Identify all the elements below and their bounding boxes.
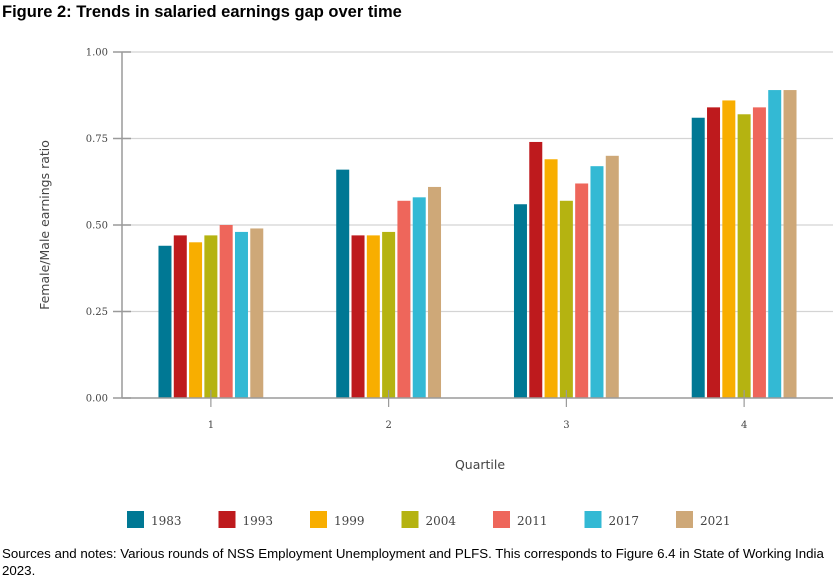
bar-2004-q1 [204, 235, 218, 398]
legend-swatch-2021 [676, 511, 693, 528]
bar-1983-q4 [691, 117, 705, 399]
y-axis-title: Female/Male earnings ratio [37, 140, 52, 310]
legend-swatch-2004 [401, 511, 419, 528]
bar-1983-q1 [158, 245, 172, 398]
y-tick-label: 0.25 [86, 307, 108, 318]
bar-2011-q3 [575, 183, 589, 398]
legend-label-1983: 1983 [151, 514, 182, 528]
x-tick-label: 2 [385, 420, 391, 431]
bar-1993-q2 [351, 235, 365, 398]
legend-label-2011: 2011 [517, 514, 548, 528]
x-tick-label: 1 [208, 420, 214, 431]
bar-1993-q3 [529, 141, 543, 398]
bar-1999-q1 [189, 242, 203, 398]
bars [158, 90, 797, 399]
legend-label-1993: 1993 [243, 514, 274, 528]
bar-2011-q1 [219, 225, 233, 398]
legend-label-2004: 2004 [426, 514, 457, 528]
bar-2021-q4 [783, 90, 797, 398]
legend-swatch-2017 [584, 511, 602, 528]
legend-label-2021: 2021 [700, 514, 731, 528]
y-tick-label: 0.50 [86, 221, 108, 232]
legend-label-2017: 2017 [609, 514, 640, 528]
bar-2021-q2 [428, 186, 442, 398]
x-axis-title: Quartile [455, 457, 505, 472]
figure-title: Figure 2: Trends in salaried earnings ga… [2, 3, 402, 21]
legend-swatch-2011 [493, 511, 510, 528]
x-tick-label: 4 [741, 420, 747, 431]
y-tick-label: 0.00 [86, 394, 108, 405]
bar-1999-q4 [722, 100, 736, 398]
y-axis: 0.00 0.25 0.50 0.75 1.00 [86, 48, 131, 405]
legend: 1983 1993 1999 2004 2011 2017 2021 [127, 511, 731, 528]
legend-swatch-1993 [218, 511, 236, 528]
bar-1999-q3 [544, 159, 558, 398]
x-tick-label: 3 [563, 420, 569, 431]
bar-1993-q1 [173, 235, 187, 398]
legend-label-1999: 1999 [334, 514, 365, 528]
bar-2017-q1 [234, 231, 248, 398]
bar-2017-q4 [768, 90, 782, 398]
bar-2004-q2 [382, 231, 396, 398]
bar-2017-q2 [412, 197, 426, 398]
bar-2004-q3 [559, 200, 573, 398]
y-tick-label: 1.00 [86, 48, 108, 59]
bar-1983-q2 [336, 169, 350, 398]
bar-1983-q3 [513, 204, 527, 398]
bar-2017-q3 [590, 166, 604, 398]
bar-2021-q1 [250, 228, 264, 398]
bar-2004-q4 [737, 114, 751, 398]
legend-swatch-1983 [127, 511, 144, 528]
bar-1999-q2 [366, 235, 380, 398]
bar-2021-q3 [605, 155, 619, 398]
y-tick-label: 0.75 [86, 134, 108, 145]
bar-2011-q4 [752, 107, 766, 399]
bar-chart: 0.00 0.25 0.50 0.75 1.00 1 2 3 4 Female/Male ea… [37, 48, 833, 528]
source-notes: Sources and notes: Various rounds of NSS… [2, 546, 824, 578]
x-axis: 1 2 3 4 [122, 390, 833, 431]
bar-1993-q4 [707, 107, 721, 399]
bar-2011-q2 [397, 200, 411, 398]
legend-swatch-1999 [310, 511, 327, 528]
